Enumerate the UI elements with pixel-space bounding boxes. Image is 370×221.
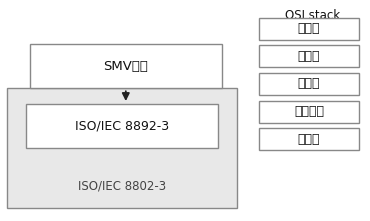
Text: OSI stack: OSI stack <box>285 9 340 22</box>
Bar <box>26 104 218 148</box>
Text: SMV报文: SMV报文 <box>103 60 148 73</box>
Bar <box>259 18 359 40</box>
Bar <box>30 44 222 88</box>
Bar <box>259 101 359 123</box>
Text: 数据链路: 数据链路 <box>294 105 324 118</box>
Text: 物理层: 物理层 <box>298 133 320 146</box>
Text: ISO/IEC 8802-3: ISO/IEC 8802-3 <box>78 179 166 192</box>
Bar <box>259 73 359 95</box>
Bar <box>259 128 359 150</box>
Bar <box>7 88 237 208</box>
Bar <box>259 45 359 67</box>
Text: ISO/IEC 8892-3: ISO/IEC 8892-3 <box>75 120 169 132</box>
Text: 应用层: 应用层 <box>298 22 320 35</box>
Text: 传输层: 传输层 <box>298 50 320 63</box>
Text: 网络层: 网络层 <box>298 78 320 90</box>
